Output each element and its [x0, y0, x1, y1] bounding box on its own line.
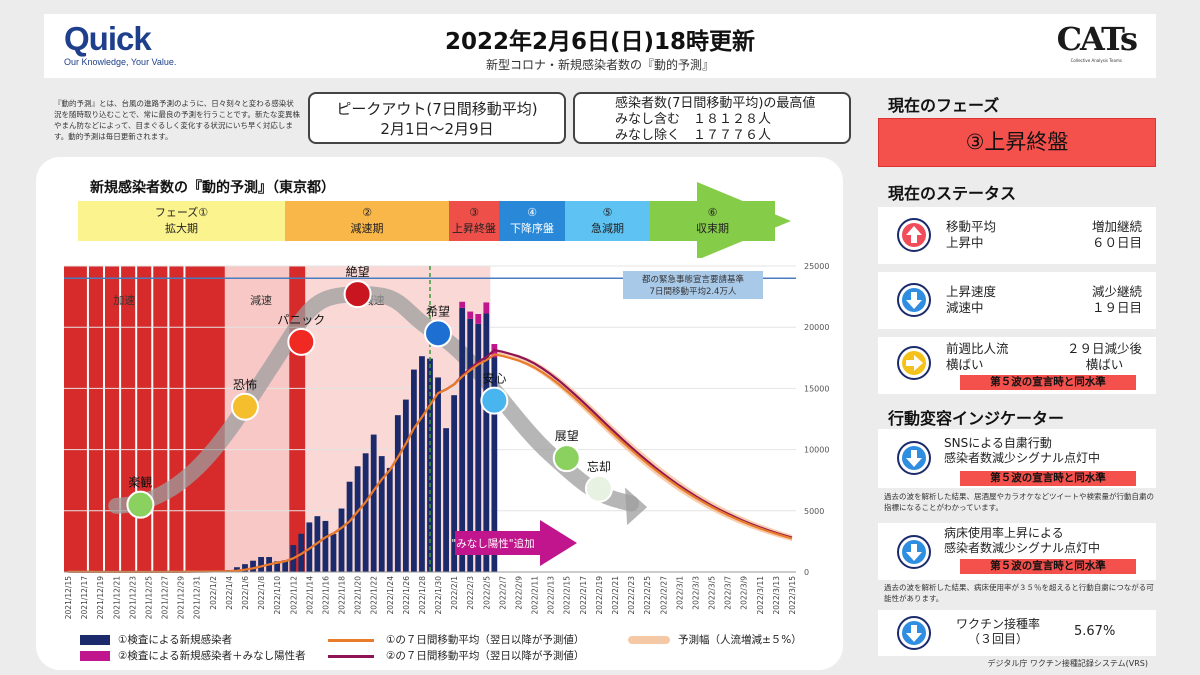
indicator-section-title: 行動変容インジケーター [888, 409, 1065, 428]
phase-number: ⑤ [602, 206, 613, 219]
down-arrow-icon [897, 616, 931, 650]
phase-label: 減速期 [350, 222, 384, 235]
header-bar: Quick Our Knowledge, Your Value. 2022年2月… [44, 14, 1156, 78]
cats-logo: CATs Collective Analysis Teams [1056, 20, 1138, 63]
phase-number: ⑥ [707, 206, 718, 219]
phase-section-title: 現在のフェーズ [888, 96, 1000, 115]
chart-title: 新規感染者数の『動的予測』（東京都） [90, 180, 335, 196]
status-card-people-flow: 前週比人流 横ばい ２９日減少後 横ばい 第５波の宣言時と同水準 [878, 337, 1156, 394]
status-card-rise-speed: 上昇速度 減速中 減少継続 １９日目 [878, 272, 1156, 329]
down-arrow-icon [897, 283, 931, 317]
indicator-note: 過去の波を解析した結果、病床使用率が３５％を超えると行動自粛につながる可能性があ… [884, 583, 1154, 603]
right-arrow-icon [897, 346, 931, 380]
legend-swatch [328, 638, 374, 642]
legend-label: ①の７日間移動平均（翌日以降が予測値） [386, 634, 585, 646]
legend-label: 予測幅（人流増減±５%） [678, 634, 802, 646]
current-phase-badge: ③上昇終盤 [878, 118, 1156, 167]
max-cases-box: 感染者数(7日間移動平均)の最高値 みなし含む １８１２８人 みなし除く １７７… [573, 92, 851, 144]
status-tag: 第５波の宣言時と同水準 [960, 375, 1136, 390]
indicator-note: 過去の波を解析した結果、居酒屋やカラオケなどツイートや検索量が行動自粛の指標にな… [884, 492, 1154, 512]
phase-segment: ② 減速期 [285, 201, 449, 241]
legend-item: 予測幅（人流増減±５%） [628, 632, 802, 647]
phase-label: 収束期 [696, 222, 729, 235]
phase-label: 拡大期 [165, 222, 198, 235]
legend-swatch [80, 635, 110, 645]
quick-logo: Quick Our Knowledge, Your Value. [64, 20, 177, 68]
legend-label: ②検査による新規感染者＋みなし陽性者 [118, 650, 306, 662]
down-arrow-icon [897, 535, 931, 569]
phase-label: 上昇終盤 [452, 222, 496, 235]
vaccine-card: ワクチン接種率 （３回目） 5.67% [878, 610, 1156, 656]
up-arrow-icon [897, 218, 931, 252]
page-subtitle: 新型コロナ・新規感染者数の『動的予測』 [485, 58, 714, 72]
peak-out-box: ピークアウト(7日間移動平均) 2月1日～2月9日 [308, 92, 566, 144]
intro-text: 『動的予測』とは、台風の進路予測のように、日々刻々と変わる感染状況を随時取り込む… [54, 99, 300, 141]
legend-item: ①の７日間移動平均（翌日以降が予測値） [328, 632, 584, 647]
phase-segment: フェーズ① 拡大期 [78, 201, 285, 241]
legend-label: ②の７日間移動平均（翌日以降が予測値） [386, 650, 585, 662]
phase-segment: ④ 下降序盤 [499, 201, 565, 241]
phase-number: ② [362, 206, 372, 219]
phase-segment: ③ 上昇終盤 [449, 201, 499, 241]
indicator-tag: 第５波の宣言時と同水準 [960, 471, 1136, 486]
phase-label: 急減期 [591, 222, 624, 235]
vaccine-rate: 5.67% [1074, 624, 1116, 639]
legend-item: ①検査による新規感染者 [80, 632, 232, 647]
indicator-card-bed-usage: 病床使用率上昇による 感染者数減少シグナル点灯中 第５波の宣言時と同水準 [878, 523, 1156, 580]
vaccine-source: デジタル庁 ワクチン接種記録システム(VRS) [987, 659, 1149, 668]
status-card-moving-average: 移動平均 上昇中 増加継続 ６０日目 [878, 207, 1156, 264]
indicator-card-sns: SNSによる自粛行動 感染者数減少シグナル点灯中 第５波の宣言時と同水準 [878, 429, 1156, 488]
legend-item: ②の７日間移動平均（翌日以降が予測値） [328, 648, 584, 663]
phase-number: ③ [469, 206, 479, 219]
phase-number: フェーズ① [154, 206, 209, 219]
indicator-tag: 第５波の宣言時と同水準 [960, 559, 1136, 574]
phase-segment: ⑤ 急減期 [565, 201, 650, 241]
legend-item: ②検査による新規感染者＋みなし陽性者 [80, 648, 306, 663]
legend-swatch [628, 636, 670, 644]
legend-swatch [80, 651, 110, 661]
legend-label: ①検査による新規感染者 [118, 634, 233, 646]
phase-segment: ⑥ 収束期 [650, 201, 775, 241]
phase-number: ④ [527, 206, 537, 219]
down-arrow-icon [897, 441, 931, 475]
phase-label: 下降序盤 [510, 222, 554, 235]
legend-swatch [328, 654, 374, 658]
page-title: 2022年2月6日(日)18時更新 [444, 29, 756, 55]
status-section-title: 現在のステータス [888, 184, 1017, 203]
